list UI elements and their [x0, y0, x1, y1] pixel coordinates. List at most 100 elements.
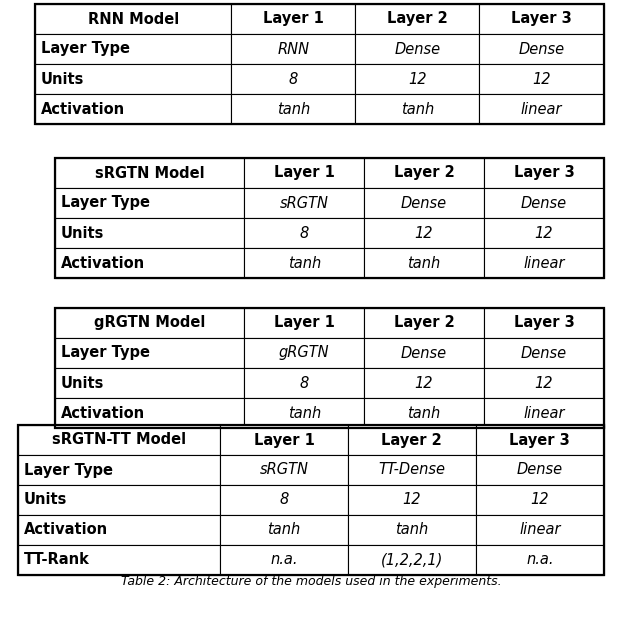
Bar: [476, 515, 604, 545]
Text: Dense: Dense: [394, 42, 440, 57]
Bar: [480, 4, 604, 34]
Bar: [355, 64, 480, 94]
Text: Layer 2: Layer 2: [381, 432, 442, 447]
Bar: [476, 545, 604, 575]
Text: linear: linear: [519, 522, 560, 537]
Text: tanh: tanh: [287, 255, 321, 270]
Bar: [244, 248, 364, 278]
Text: Units: Units: [41, 72, 85, 87]
Bar: [231, 64, 355, 94]
Text: 12: 12: [532, 72, 551, 87]
Bar: [244, 218, 364, 248]
Bar: [220, 425, 348, 455]
Bar: [348, 485, 476, 515]
Bar: [35, 34, 231, 64]
Text: Dense: Dense: [519, 42, 565, 57]
Bar: [18, 515, 220, 545]
Bar: [55, 308, 244, 338]
Text: gRGTN: gRGTN: [279, 346, 330, 361]
Text: Dense: Dense: [401, 195, 447, 210]
Text: Layer 2: Layer 2: [394, 316, 454, 331]
Text: TT-Rank: TT-Rank: [24, 552, 90, 567]
Text: Activation: Activation: [41, 102, 125, 117]
Text: tanh: tanh: [401, 102, 434, 117]
Text: Dense: Dense: [521, 195, 567, 210]
Text: Layer Type: Layer Type: [61, 195, 150, 210]
Bar: [18, 425, 604, 575]
Text: 12: 12: [402, 492, 421, 507]
Bar: [244, 368, 364, 398]
Text: Layer Type: Layer Type: [24, 462, 113, 477]
Text: Dense: Dense: [521, 346, 567, 361]
Text: Units: Units: [61, 225, 104, 240]
Text: n.a.: n.a.: [271, 552, 298, 567]
Text: Layer 3: Layer 3: [514, 316, 574, 331]
Text: 12: 12: [415, 376, 433, 391]
Bar: [18, 425, 220, 455]
Text: tanh: tanh: [277, 102, 310, 117]
Bar: [35, 94, 231, 124]
Text: Dense: Dense: [517, 462, 563, 477]
Bar: [55, 368, 244, 398]
Text: linear: linear: [523, 255, 565, 270]
Bar: [55, 158, 604, 278]
Text: 8: 8: [289, 72, 298, 87]
Bar: [364, 398, 484, 428]
Bar: [364, 368, 484, 398]
Text: tanh: tanh: [395, 522, 429, 537]
Text: sRGTN-TT Model: sRGTN-TT Model: [52, 432, 186, 447]
Bar: [484, 158, 604, 188]
Bar: [55, 188, 244, 218]
Bar: [480, 94, 604, 124]
Text: Layer Type: Layer Type: [61, 346, 150, 361]
Bar: [484, 218, 604, 248]
Bar: [55, 248, 244, 278]
Text: Layer 1: Layer 1: [274, 316, 335, 331]
Text: 12: 12: [408, 72, 427, 87]
Text: Layer 1: Layer 1: [274, 165, 335, 180]
Text: gRGTN Model: gRGTN Model: [94, 316, 205, 331]
Bar: [364, 248, 484, 278]
Bar: [484, 188, 604, 218]
Bar: [484, 308, 604, 338]
Bar: [364, 188, 484, 218]
Text: Layer 3: Layer 3: [514, 165, 574, 180]
Bar: [476, 425, 604, 455]
Text: Activation: Activation: [61, 406, 145, 421]
Text: Layer 3: Layer 3: [509, 432, 570, 447]
Bar: [244, 398, 364, 428]
Bar: [35, 4, 231, 34]
Text: Activation: Activation: [61, 255, 145, 270]
Text: 12: 12: [531, 492, 549, 507]
Bar: [55, 218, 244, 248]
Bar: [476, 455, 604, 485]
Text: linear: linear: [521, 102, 562, 117]
Text: Table 2: Architecture of the models used in the experiments.: Table 2: Architecture of the models used…: [121, 575, 501, 588]
Bar: [231, 94, 355, 124]
Bar: [480, 64, 604, 94]
Bar: [55, 398, 244, 428]
Text: Layer 1: Layer 1: [254, 432, 315, 447]
Text: sRGTN: sRGTN: [259, 462, 309, 477]
Text: 8: 8: [300, 376, 309, 391]
Bar: [484, 368, 604, 398]
Text: tanh: tanh: [407, 406, 440, 421]
Bar: [484, 338, 604, 368]
Bar: [244, 188, 364, 218]
Text: tanh: tanh: [407, 255, 440, 270]
Text: RNN: RNN: [277, 42, 309, 57]
Bar: [35, 4, 604, 124]
Bar: [220, 455, 348, 485]
Bar: [231, 4, 355, 34]
Text: sRGTN: sRGTN: [280, 195, 329, 210]
Text: n.a.: n.a.: [526, 552, 554, 567]
Bar: [220, 485, 348, 515]
Bar: [364, 158, 484, 188]
Text: Layer 1: Layer 1: [263, 11, 324, 26]
Bar: [348, 455, 476, 485]
Bar: [348, 545, 476, 575]
Text: RNN Model: RNN Model: [88, 11, 179, 26]
Text: Layer 2: Layer 2: [387, 11, 448, 26]
Bar: [55, 338, 244, 368]
Bar: [364, 338, 484, 368]
